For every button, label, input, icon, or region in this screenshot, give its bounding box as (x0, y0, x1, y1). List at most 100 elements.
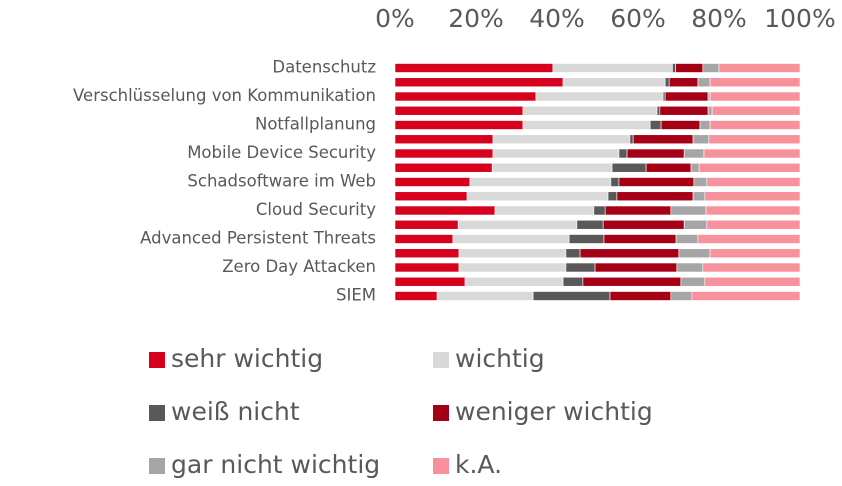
bar-segment (697, 77, 711, 88)
bar-segment (464, 276, 564, 287)
legend-swatch (433, 352, 449, 368)
bar-segment (683, 148, 705, 159)
bar-segment (552, 63, 673, 73)
x-tick-label: 20% (448, 4, 504, 33)
bar-segment (565, 248, 581, 259)
bar-segment (618, 177, 695, 187)
bar-segment (706, 177, 801, 187)
bar-segment (611, 162, 647, 173)
bar-segment (532, 291, 611, 301)
bar-segment (683, 219, 708, 230)
bar-segment (704, 191, 801, 202)
bar-segment (672, 63, 676, 73)
legend-swatch (433, 458, 449, 474)
category-label: Advanced Persistent Threats (140, 229, 376, 248)
x-tick-label: 60% (610, 4, 666, 33)
bar-segment (394, 91, 537, 102)
bar-segment (562, 77, 666, 88)
bar-segment (457, 219, 578, 230)
bar-segment (656, 105, 661, 116)
category-label: Zero Day Attacken (222, 257, 376, 276)
bar-segment (562, 276, 584, 287)
bar-segment (692, 191, 706, 202)
bar-segment (709, 248, 801, 259)
bar-segment (492, 148, 620, 159)
legend-label: weiß nicht (171, 397, 300, 426)
legend-label: wichtig (455, 344, 545, 373)
bar-segment (568, 234, 605, 244)
bar-segment (680, 276, 706, 287)
legend-label: sehr wichtig (171, 344, 323, 373)
bar-segment (594, 262, 678, 273)
bar-segment (708, 134, 801, 145)
bar-segment (394, 219, 459, 230)
bar-segment (394, 276, 466, 287)
bar-segment (664, 77, 670, 88)
bar-segment (494, 205, 595, 216)
bar-segment (707, 105, 713, 116)
bar-segment (522, 120, 651, 130)
bar-segment (709, 77, 801, 88)
bar-segment (582, 276, 682, 287)
bar-segment (394, 205, 496, 216)
bar-segment (629, 134, 634, 145)
bar-segment (616, 191, 694, 202)
bar-segment (607, 191, 618, 202)
category-label: Mobile Device Security (187, 143, 376, 162)
bar-segment (394, 162, 493, 173)
bar-segment (707, 91, 711, 102)
bar-segment (703, 148, 801, 159)
bar-segment (691, 291, 801, 301)
bar-segment (452, 234, 570, 244)
category-label: Datenschutz (272, 58, 376, 77)
bar-segment (535, 91, 664, 102)
x-tick-label: 100% (764, 4, 835, 33)
bar-segment (676, 262, 704, 273)
bar-segment (675, 234, 699, 244)
bar-segment (394, 134, 494, 145)
bar-segment (394, 148, 494, 159)
bar-segment (645, 162, 692, 173)
bar-segment (458, 248, 567, 259)
legend-label: weniger wichtig (455, 397, 653, 426)
bar-segment (458, 262, 567, 273)
bar-segment (604, 205, 672, 216)
legend-swatch (149, 458, 165, 474)
bar-segment (692, 134, 710, 145)
x-tick-label: 80% (691, 4, 747, 33)
bar-segment (693, 177, 708, 187)
legend-swatch (149, 405, 165, 421)
bar-segment (706, 219, 801, 230)
bar-segment (662, 91, 666, 102)
bar-segment (603, 234, 677, 244)
bar-segment (718, 63, 801, 73)
bar-segment (670, 205, 707, 216)
category-label: Schadsoftware im Web (187, 172, 376, 191)
category-label: Verschlüsselung von Kommunikation (73, 86, 376, 105)
bar-segment (618, 148, 628, 159)
bar-segment (659, 105, 709, 116)
bar-segment (469, 177, 612, 187)
bar-segment (702, 63, 720, 73)
category-label: SIEM (336, 286, 376, 305)
category-label: Notfallplanung (255, 115, 376, 134)
bar-segment (626, 148, 685, 159)
bar-segment (593, 205, 606, 216)
bar-segment (579, 248, 680, 259)
bar-segment (704, 276, 801, 287)
bar-segment (394, 105, 524, 116)
x-tick-label: 0% (375, 4, 415, 33)
bar-segment (610, 177, 620, 187)
bar-segment (664, 91, 709, 102)
bar-segment (660, 120, 701, 130)
bar-segment (394, 191, 468, 202)
bar-segment (702, 262, 801, 273)
bar-segment (602, 219, 685, 230)
legend-label: k.A. (455, 450, 502, 479)
bar-segment (522, 105, 658, 116)
bar-segment (670, 291, 693, 301)
bar-segment (565, 262, 596, 273)
legend-label: gar nicht wichtig (171, 450, 380, 479)
bar-segment (678, 248, 711, 259)
